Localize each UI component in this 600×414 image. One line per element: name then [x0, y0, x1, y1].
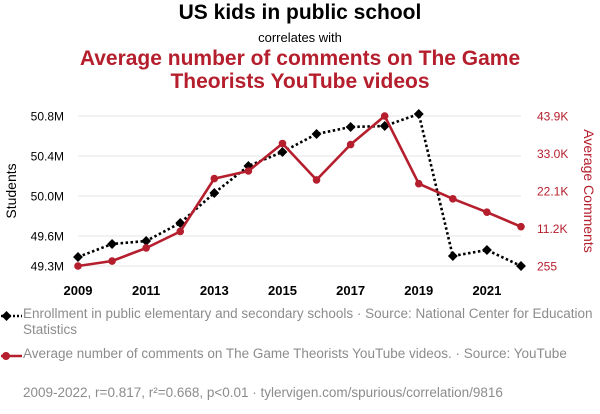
legend-line-dotted-icon [1, 311, 22, 321]
left-tick-label: 50.8M [31, 110, 64, 124]
x-tick-label: 2019 [404, 283, 433, 298]
chart-subtitle: correlates with [258, 30, 342, 45]
series-line-2 [77, 114, 522, 268]
left-axis: 49.3M 49.6M 50.0M 50.4M 50.8M [31, 110, 64, 274]
x-axis: 2009 2011 2013 2015 2017 2019 2021 [64, 283, 502, 298]
data-point-series-1 [277, 147, 288, 157]
data-point-series-1 [447, 251, 458, 261]
right-tick-label: 43.9K [537, 110, 568, 124]
data-point-series-1 [345, 122, 356, 132]
left-tick-label: 49.6M [31, 230, 64, 244]
data-point-series-2 [346, 140, 355, 149]
line-chart: 49.3M 49.6M 50.0M 50.4M 50.8M 255 11.2K 22.1K 3… [3, 109, 597, 298]
comparison-title: Average number of comments on The Game T… [79, 47, 521, 93]
data-point-series-2 [210, 174, 219, 183]
data-point-series-1 [516, 261, 526, 271]
x-tick-label: 2009 [64, 283, 93, 298]
data-point-series-2 [517, 222, 525, 231]
left-tick-label: 50.0M [31, 190, 64, 204]
data-point-series-1 [141, 236, 152, 246]
left-tick-label: 50.4M [31, 150, 64, 164]
data-point-series-2 [414, 179, 423, 188]
right-tick-label: 255 [537, 260, 557, 274]
data-point-series-2 [312, 176, 321, 184]
left-tick-label: 49.3M [31, 260, 64, 274]
data-point-series-1 [311, 129, 322, 139]
data-point-series-2 [380, 112, 389, 120]
data-point-series-2 [176, 227, 185, 236]
x-tick-label: 2013 [200, 283, 229, 298]
left-axis-label: Students [3, 163, 19, 218]
series-layer [73, 109, 526, 271]
data-point-series-2 [244, 167, 253, 175]
grid-lines [78, 115, 521, 267]
data-point-series-1 [413, 109, 424, 119]
data-point-series-1 [481, 245, 492, 255]
x-tick-label: 2011 [132, 283, 160, 298]
data-point-series-2 [108, 257, 116, 265]
chart-title: US kids in public school [178, 1, 422, 24]
legend-label-series-2: Average number of comments on The Game T… [23, 346, 567, 361]
data-point-series-1 [209, 188, 220, 198]
legend-line-solid-icon [1, 352, 22, 360]
series-line-1 [77, 112, 522, 268]
footnote: 2009-2022, r=0.817, r²=0.668, p<0.01 · t… [23, 385, 503, 400]
x-tick-label: 2021 [472, 283, 501, 298]
right-tick-label: 33.0K [537, 147, 568, 161]
data-point-series-2 [278, 139, 287, 148]
data-point-series-1 [107, 239, 118, 249]
data-point-series-2 [449, 195, 457, 203]
x-tick-label: 2017 [336, 283, 365, 298]
legend-label-series-1: Enrollment in public elementary and seco… [23, 306, 593, 337]
right-tick-label: 22.1K [537, 184, 568, 198]
right-tick-label: 11.2K [537, 222, 567, 236]
x-tick-label: 2015 [268, 283, 297, 298]
data-point-series-2 [483, 208, 491, 217]
right-axis: 255 11.2K 22.1K 33.0K 43.9K [537, 110, 568, 274]
data-point-series-2 [74, 262, 82, 270]
right-axis-label: Average Comments [581, 129, 597, 252]
data-point-series-1 [73, 252, 83, 262]
data-point-series-2 [142, 244, 150, 252]
